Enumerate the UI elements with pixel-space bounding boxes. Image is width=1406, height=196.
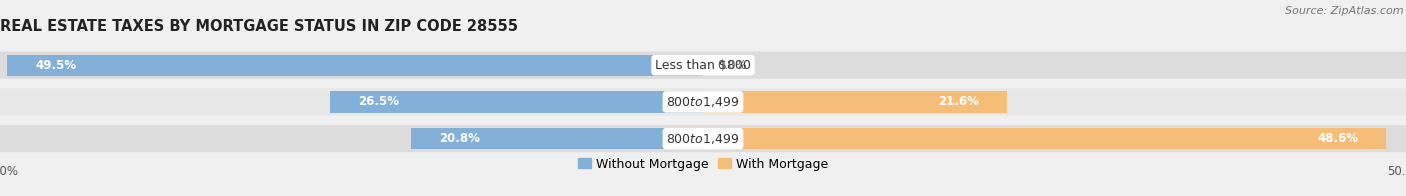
Text: 48.6%: 48.6% — [1317, 132, 1358, 145]
Text: Less than $800: Less than $800 — [655, 59, 751, 72]
Text: $800 to $1,499: $800 to $1,499 — [666, 95, 740, 109]
Text: 49.5%: 49.5% — [35, 59, 76, 72]
Bar — [411, 128, 703, 149]
Text: Source: ZipAtlas.com: Source: ZipAtlas.com — [1285, 6, 1403, 16]
Text: 20.8%: 20.8% — [439, 132, 479, 145]
FancyBboxPatch shape — [0, 52, 1406, 79]
FancyBboxPatch shape — [0, 125, 1406, 152]
Text: 0.0%: 0.0% — [717, 59, 747, 72]
Text: REAL ESTATE TAXES BY MORTGAGE STATUS IN ZIP CODE 28555: REAL ESTATE TAXES BY MORTGAGE STATUS IN … — [0, 19, 517, 34]
Bar — [7, 54, 703, 76]
FancyBboxPatch shape — [0, 88, 1406, 115]
Text: 21.6%: 21.6% — [938, 95, 979, 108]
Bar — [703, 91, 1007, 113]
Text: $800 to $1,499: $800 to $1,499 — [666, 132, 740, 146]
Bar — [330, 91, 703, 113]
Legend: Without Mortgage, With Mortgage: Without Mortgage, With Mortgage — [574, 153, 832, 176]
Bar — [703, 128, 1386, 149]
Text: 26.5%: 26.5% — [359, 95, 399, 108]
